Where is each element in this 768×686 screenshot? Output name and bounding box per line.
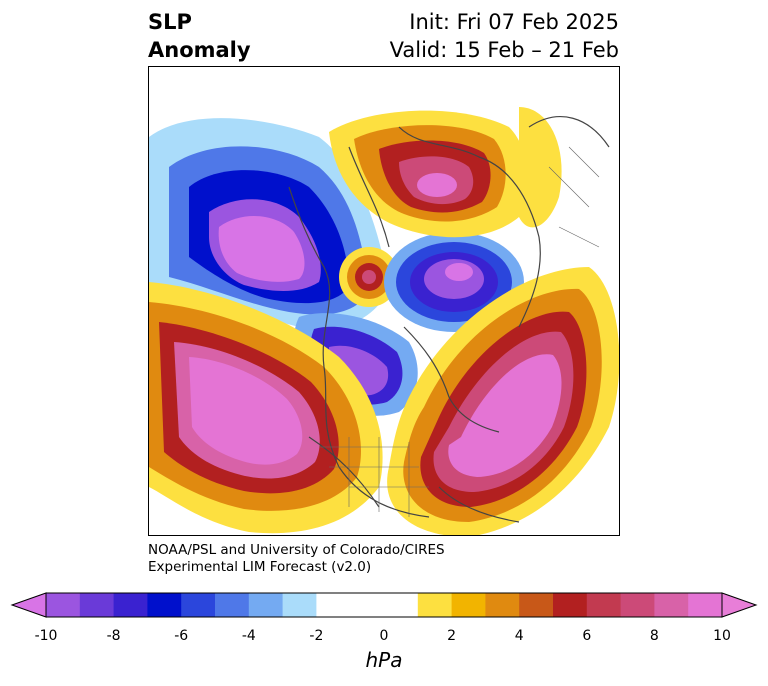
colorbar-segment (248, 593, 284, 617)
colorbar-segment (519, 593, 554, 617)
colorbar-segment (620, 593, 655, 617)
north-atlantic-high (387, 267, 619, 535)
colorbar-segment (215, 593, 250, 617)
colorbar-tick-label: -10 (34, 628, 58, 644)
colorbar-tick-label: -6 (174, 628, 189, 644)
credit-line-1: NOAA/PSL and University of Colorado/CIRE… (148, 542, 445, 558)
east-pacific-high (149, 282, 383, 534)
title-line-1: SLP (148, 10, 192, 34)
colorbar-tick-label: 8 (649, 628, 659, 644)
colorbar-segment (654, 593, 689, 617)
valid-date: Valid: 15 Feb – 21 Feb (389, 38, 619, 62)
title-block: SLP Anomaly (148, 8, 251, 64)
colorbar-segment (350, 593, 419, 617)
colorbar-tick-label: -8 (106, 628, 121, 644)
colorbar-segment (688, 593, 723, 617)
colorbar-unit: hPa (365, 648, 403, 672)
colorbar-tick-label: 4 (514, 628, 524, 644)
slp-anomaly-map (149, 107, 619, 535)
colorbar-segment (417, 593, 453, 617)
colorbar-segment (79, 593, 115, 617)
colorbar-segment (586, 593, 622, 617)
colorbar-segment (46, 593, 81, 617)
borders (319, 146, 600, 517)
colorbar-tick-label: -2 (309, 628, 324, 644)
asia-positive-fringe (519, 107, 562, 228)
title-line-2: Anomaly (148, 38, 251, 62)
colorbar-segments (46, 593, 723, 617)
colorbar-outline (45, 592, 723, 618)
colorbar-segment (147, 593, 182, 617)
colorbar-tick-label: 10 (713, 628, 731, 644)
colorbar-segment (113, 593, 148, 617)
coastlines (288, 116, 610, 523)
credit-block: NOAA/PSL and University of Colorado/CIRE… (148, 542, 445, 576)
colorbar-segment (485, 593, 520, 617)
colorbar (10, 592, 758, 618)
colorbar-segment (451, 593, 486, 617)
colorbar-segment (181, 593, 216, 617)
arctic-high-cell (339, 247, 399, 307)
map-panel (148, 66, 620, 536)
colorbar-segment (316, 593, 351, 617)
colorbar-tick-label: 6 (582, 628, 592, 644)
dates-block: Init: Fri 07 Feb 2025 Valid: 15 Feb – 21… (390, 8, 619, 64)
init-date: Init: Fri 07 Feb 2025 (409, 10, 619, 34)
north-pacific-low (149, 118, 389, 330)
colorbar-tick-label: 0 (379, 628, 389, 644)
colorbar-segment (282, 593, 317, 617)
siberia-high (329, 110, 528, 238)
colorbar-segment (553, 593, 588, 617)
colorbar-tick-label: 2 (447, 628, 457, 644)
colorbar-high-extend (721, 592, 758, 618)
credit-line-2: Experimental LIM Forecast (v2.0) (148, 559, 372, 575)
colorbar-low-extend (10, 592, 47, 618)
colorbar-tick-label: -4 (241, 628, 256, 644)
